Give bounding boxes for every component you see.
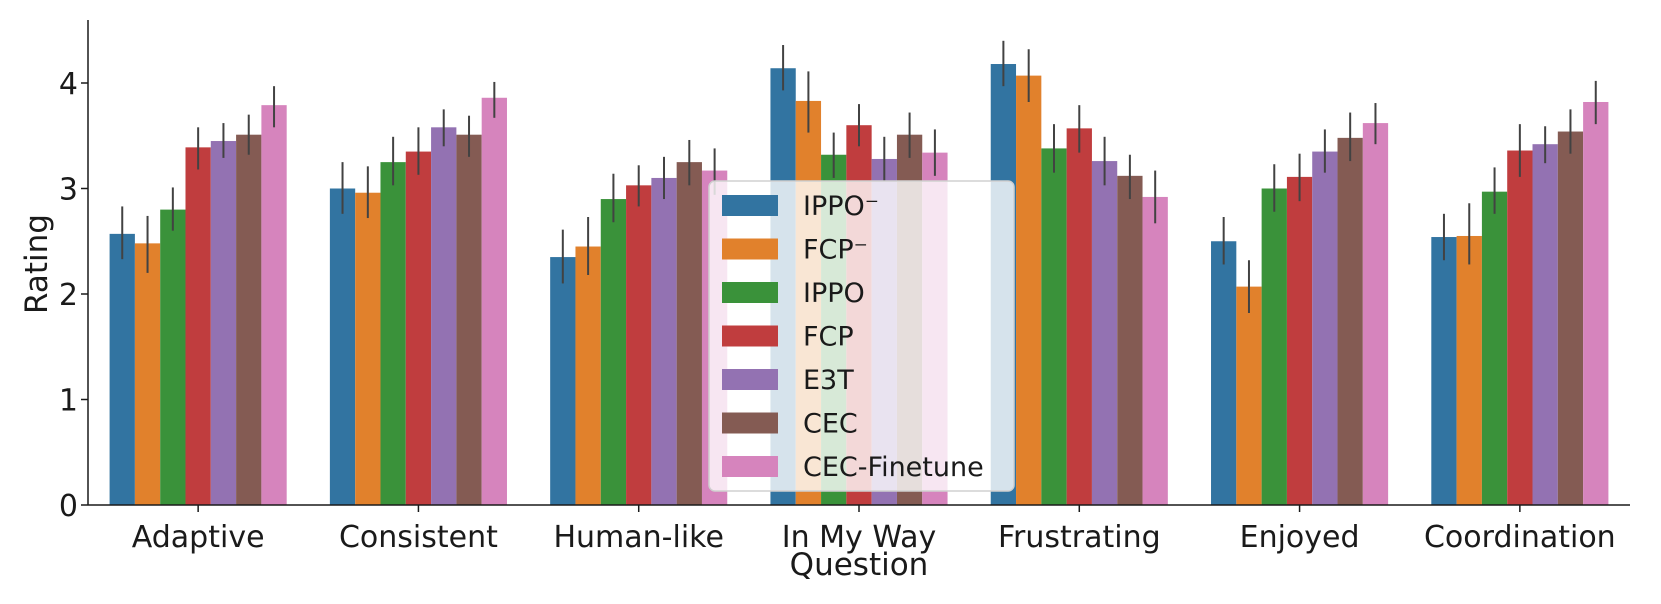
bar [1507, 150, 1533, 505]
y-tick-label: 4 [59, 67, 78, 102]
axes-layer: 0 1 2 3 4 Adaptive Consistent Human-like In My W… [59, 20, 1630, 555]
bar [1066, 128, 1092, 506]
bar [550, 257, 576, 505]
x-tick-label: In My Way [782, 520, 936, 555]
bar [1016, 75, 1042, 506]
bar [1456, 235, 1482, 505]
bar [481, 97, 507, 506]
legend-label: CEC-Finetune [803, 452, 984, 483]
bar [1261, 188, 1287, 505]
x-tick-label: Consistent [339, 520, 498, 555]
bar [160, 209, 186, 505]
legend-label: E3T [803, 365, 854, 396]
bar [1557, 131, 1584, 505]
bar [676, 162, 702, 505]
legend-label: IPPO [803, 278, 865, 309]
legend-swatch [722, 369, 778, 390]
bar [210, 141, 237, 505]
y-tick-label: 2 [59, 278, 78, 313]
bar [1286, 176, 1313, 505]
x-tick-label: Adaptive [132, 520, 265, 555]
bar [1337, 137, 1363, 506]
legend-box [708, 180, 1015, 492]
legend-label: FCP⁻ [803, 235, 868, 266]
bar [185, 147, 211, 506]
bar [1041, 148, 1067, 505]
y-tick-label: 3 [59, 173, 78, 208]
bar [355, 192, 381, 505]
bar [1236, 286, 1262, 505]
bar [134, 243, 161, 506]
bar [1312, 151, 1338, 505]
bar [380, 162, 406, 505]
bar [1481, 191, 1508, 506]
bar [651, 177, 677, 505]
x-tick-label: Human-like [553, 520, 723, 555]
legend-label: FCP [803, 322, 854, 353]
bar [236, 134, 262, 505]
legend-swatch [722, 325, 778, 347]
bar [431, 127, 457, 505]
errorbars-layer [121, 40, 1597, 313]
bar [1211, 241, 1237, 505]
y-axis-label: Rating [19, 214, 55, 314]
bar [1142, 196, 1168, 505]
legend-label: IPPO⁻ [803, 191, 879, 222]
x-tick-label: Coordination [1424, 520, 1616, 555]
bar [600, 199, 627, 506]
bar [405, 151, 432, 505]
legend-swatch [722, 238, 778, 260]
bar [109, 233, 135, 506]
legend-label: CEC [803, 409, 858, 440]
bar [1532, 144, 1558, 505]
legend: IPPO⁻ FCP⁻ IPPO FCP E3T CEC CEC-Finetune [708, 180, 1015, 492]
x-axis-label: Question [790, 547, 929, 583]
bar [575, 246, 601, 505]
legend-swatch [722, 195, 778, 216]
bar [261, 105, 287, 505]
bar [626, 185, 652, 505]
y-tick-label: 0 [59, 489, 78, 524]
x-tick-label: Frustrating [998, 520, 1161, 555]
legend-swatch [722, 456, 778, 477]
legend-swatch [722, 282, 778, 303]
bar [1091, 161, 1118, 505]
x-tick-label: Enjoyed [1240, 520, 1360, 555]
bar [1362, 123, 1389, 505]
bar [1431, 237, 1457, 505]
bar [456, 134, 482, 505]
legend-swatch [722, 412, 778, 434]
bar [329, 188, 356, 505]
bar [1117, 175, 1143, 505]
bar [1583, 101, 1609, 506]
y-tick-label: 1 [59, 384, 78, 419]
